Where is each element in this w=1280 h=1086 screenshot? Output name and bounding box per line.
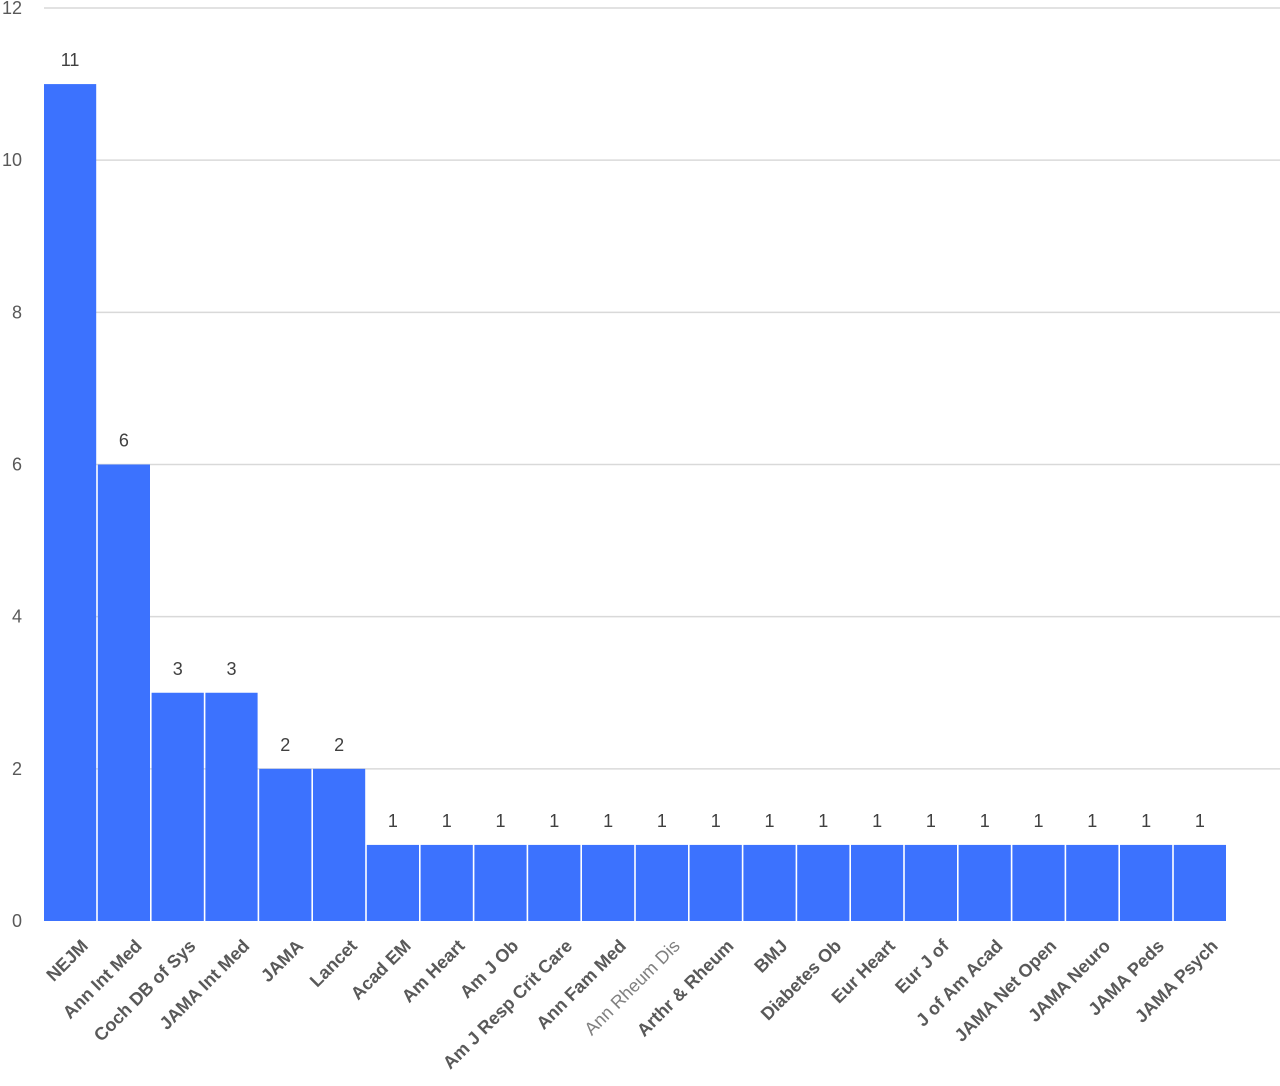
bars <box>44 84 1226 922</box>
data-label: 1 <box>549 811 559 831</box>
data-label: 1 <box>388 811 398 831</box>
bar <box>1173 844 1226 921</box>
data-label: 1 <box>1087 811 1097 831</box>
bar <box>474 844 527 921</box>
bar <box>528 844 581 921</box>
bar <box>151 692 204 921</box>
bar <box>582 844 635 921</box>
x-tick-label: JAMA <box>257 936 307 986</box>
x-tick-label: NEJM <box>42 936 92 986</box>
bar <box>259 768 312 921</box>
data-label: 1 <box>764 811 774 831</box>
data-label: 11 <box>61 50 80 70</box>
bar <box>420 844 473 921</box>
bar <box>797 844 850 921</box>
bar <box>635 844 688 921</box>
data-label: 1 <box>711 811 721 831</box>
data-label: 1 <box>980 811 990 831</box>
bar <box>1066 844 1119 921</box>
gridlines <box>44 7 1280 770</box>
data-label: 1 <box>1195 811 1205 831</box>
data-label: 1 <box>872 811 882 831</box>
bar <box>958 844 1011 921</box>
data-label: 1 <box>495 811 505 831</box>
y-tick-label: 4 <box>12 607 22 627</box>
x-tick-label: Ann Rheum Dis <box>580 936 683 1039</box>
y-tick-label: 12 <box>2 0 22 18</box>
data-label: 2 <box>334 735 344 755</box>
bar <box>97 464 150 921</box>
data-label: 1 <box>442 811 452 831</box>
data-label: 1 <box>603 811 613 831</box>
y-tick-label: 6 <box>12 455 22 475</box>
bar <box>851 844 904 921</box>
data-label: 1 <box>818 811 828 831</box>
data-label: 2 <box>280 735 290 755</box>
bar <box>904 844 957 921</box>
data-label: 3 <box>173 659 183 679</box>
y-tick-label: 0 <box>12 911 22 931</box>
bar <box>366 844 419 921</box>
bar <box>313 768 366 921</box>
y-tick-label: 2 <box>12 759 22 779</box>
bar <box>743 844 796 921</box>
bar <box>205 692 258 921</box>
data-label: 6 <box>119 431 129 451</box>
y-axis-ticks: 0 2 4 6 8 10 12 <box>2 0 22 931</box>
bar <box>44 84 97 922</box>
bar <box>1012 844 1065 921</box>
data-label: 1 <box>1141 811 1151 831</box>
data-label: 1 <box>1033 811 1043 831</box>
x-tick-label: Arthr & Rheum <box>633 936 738 1041</box>
data-label: 1 <box>657 811 667 831</box>
data-label: 1 <box>926 811 936 831</box>
y-tick-label: 10 <box>2 150 22 170</box>
y-tick-label: 8 <box>12 302 22 322</box>
data-label: 3 <box>226 659 236 679</box>
bar <box>1120 844 1173 921</box>
x-tick-label: BMJ <box>750 936 791 977</box>
bar <box>689 844 742 921</box>
